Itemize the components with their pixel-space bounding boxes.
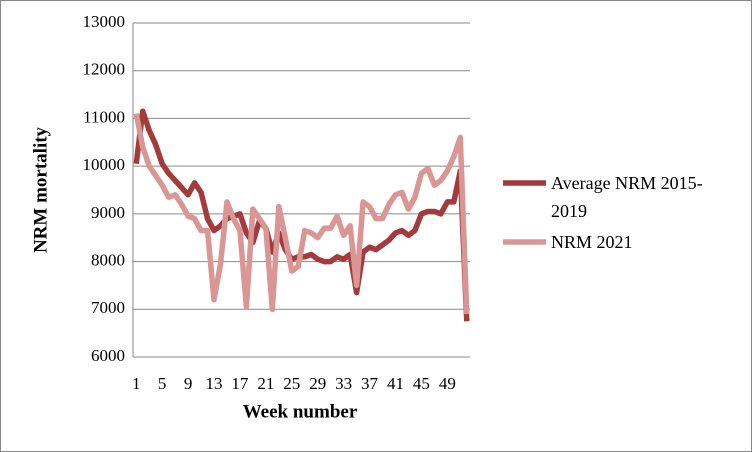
x-tick-label: 37	[361, 374, 379, 393]
x-axis-title: Week number	[243, 401, 358, 422]
x-tick-label: 9	[184, 374, 193, 393]
x-tick-label: 41	[387, 374, 404, 393]
y-tick-label: 6000	[91, 346, 125, 365]
y-tick-label: 12000	[83, 60, 126, 79]
x-tick-label: 45	[413, 374, 430, 393]
x-tick-label: 29	[309, 374, 326, 393]
y-tick-label: 7000	[91, 298, 125, 317]
y-tick-label: 11000	[83, 107, 125, 126]
y-axis-title: NRM mortality	[30, 126, 51, 253]
x-tick-label: 49	[439, 374, 456, 393]
x-tick-label: 33	[335, 374, 352, 393]
x-tick-label: 1	[132, 374, 141, 393]
y-tick-label: 9000	[91, 203, 125, 222]
y-tick-label: 10000	[83, 155, 126, 174]
y-tick-label: 13000	[83, 12, 126, 31]
y-tick-label: 8000	[91, 250, 125, 269]
x-tick-label: 17	[231, 374, 249, 393]
x-tick-label: 25	[283, 374, 300, 393]
legend-label: Average NRM 2015-2019	[551, 173, 703, 221]
x-tick-label: 5	[158, 374, 167, 393]
x-tick-label: 13	[206, 374, 223, 393]
data-line	[133, 113, 470, 315]
x-tick-label: 21	[257, 374, 274, 393]
legend-label: NRM 2021	[551, 232, 633, 252]
